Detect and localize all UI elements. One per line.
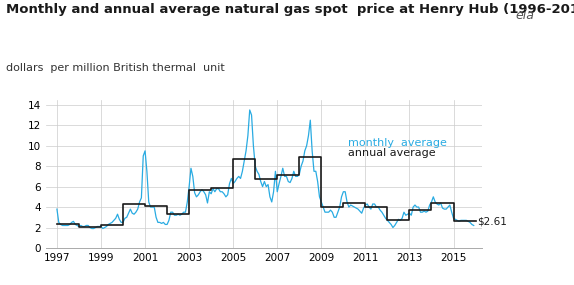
Text: eia: eia bbox=[515, 9, 534, 22]
Text: annual average: annual average bbox=[348, 148, 436, 158]
Text: $2.61: $2.61 bbox=[476, 216, 506, 226]
Text: monthly  average: monthly average bbox=[348, 138, 447, 148]
Text: Monthly and annual average natural gas spot  price at Henry Hub (1996-2015): Monthly and annual average natural gas s… bbox=[6, 3, 574, 16]
Text: dollars  per million British thermal  unit: dollars per million British thermal unit bbox=[6, 63, 224, 73]
